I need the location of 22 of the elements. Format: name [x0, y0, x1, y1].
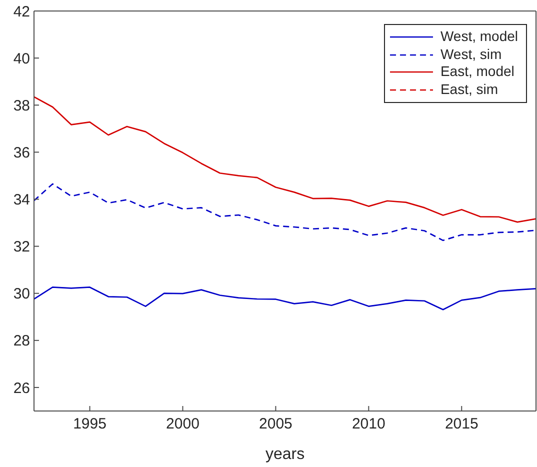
y-tick-label: 40 [13, 50, 30, 68]
x-tick-label: 1995 [73, 416, 106, 433]
y-tick-label: 32 [13, 238, 30, 256]
y-tick-label: 42 [13, 3, 30, 20]
legend-label: East, sim [440, 81, 498, 99]
y-tick-label: 28 [13, 332, 30, 350]
legend-label: West, sim [440, 46, 502, 64]
legend-label: East, model [440, 63, 514, 82]
x-tick-label: 2000 [166, 416, 200, 433]
y-tick-label: 38 [13, 97, 30, 114]
x-axis-title: years [265, 446, 305, 463]
y-tick-label: 26 [13, 380, 30, 397]
x-tick-label: 2010 [352, 416, 386, 433]
line-series [34, 96, 536, 223]
y-tick-label: 36 [13, 144, 30, 162]
line-series [34, 286, 536, 310]
y-tick-label: 30 [13, 286, 30, 303]
y-tick-label: 34 [13, 192, 30, 209]
x-tick-label: 2015 [444, 416, 478, 433]
line-series [34, 183, 536, 242]
legend-label: West, model [440, 28, 518, 46]
x-tick-label: 2005 [259, 416, 292, 433]
